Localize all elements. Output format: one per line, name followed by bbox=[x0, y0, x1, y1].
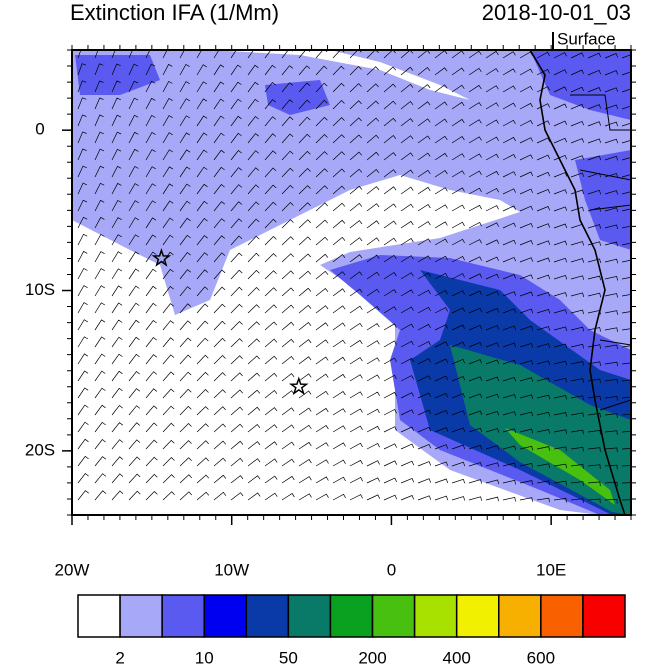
colorbar-box bbox=[161, 594, 205, 638]
colorbar-label: 400 bbox=[443, 648, 471, 667]
field-low bbox=[210, 50, 470, 100]
colorbar-box bbox=[77, 594, 121, 638]
field-mid bbox=[75, 55, 160, 95]
site-marker bbox=[151, 248, 172, 267]
colorbar-box bbox=[413, 594, 458, 638]
colorbar-box bbox=[455, 594, 500, 638]
level-label: Surface bbox=[557, 29, 616, 48]
field-peak bbox=[505, 428, 615, 505]
colorbar-label: 200 bbox=[358, 648, 386, 667]
map-field bbox=[72, 50, 631, 515]
colorbar-box bbox=[540, 594, 584, 638]
x-tick-label: 10W bbox=[214, 560, 249, 579]
colorbar-box bbox=[119, 594, 163, 638]
colorbar-label: 2 bbox=[115, 648, 124, 667]
colorbar-label: 10 bbox=[195, 648, 214, 667]
colorbar-box bbox=[203, 594, 248, 638]
colorbar-box bbox=[287, 594, 332, 638]
minor-ticks bbox=[67, 45, 636, 520]
title: Extinction IFA (1/Mm) bbox=[70, 0, 279, 25]
colorbar-box bbox=[582, 594, 626, 638]
y-tick-label: 10S bbox=[25, 280, 55, 299]
colorbar-label: 600 bbox=[527, 648, 555, 667]
x-tick-label: 0 bbox=[387, 560, 396, 579]
field-mid bbox=[265, 80, 330, 115]
timestamp: 2018-10-01_03 bbox=[482, 0, 631, 25]
x-tick-label: 10E bbox=[536, 560, 566, 579]
wind-barbs bbox=[77, 50, 631, 504]
y-tick-label: 0 bbox=[35, 120, 44, 139]
colorbar-box bbox=[329, 594, 374, 638]
site-marker bbox=[289, 376, 309, 396]
colorbar-box bbox=[498, 594, 542, 638]
x-tick-label: 20W bbox=[55, 560, 90, 579]
plot-frame bbox=[71, 49, 632, 516]
borders bbox=[570, 94, 631, 411]
coastline bbox=[529, 50, 626, 515]
colorbar-label: 50 bbox=[279, 648, 298, 667]
colorbar-box bbox=[245, 594, 290, 638]
colorbar-box bbox=[371, 594, 416, 638]
y-tick-label: 20S bbox=[25, 440, 55, 459]
